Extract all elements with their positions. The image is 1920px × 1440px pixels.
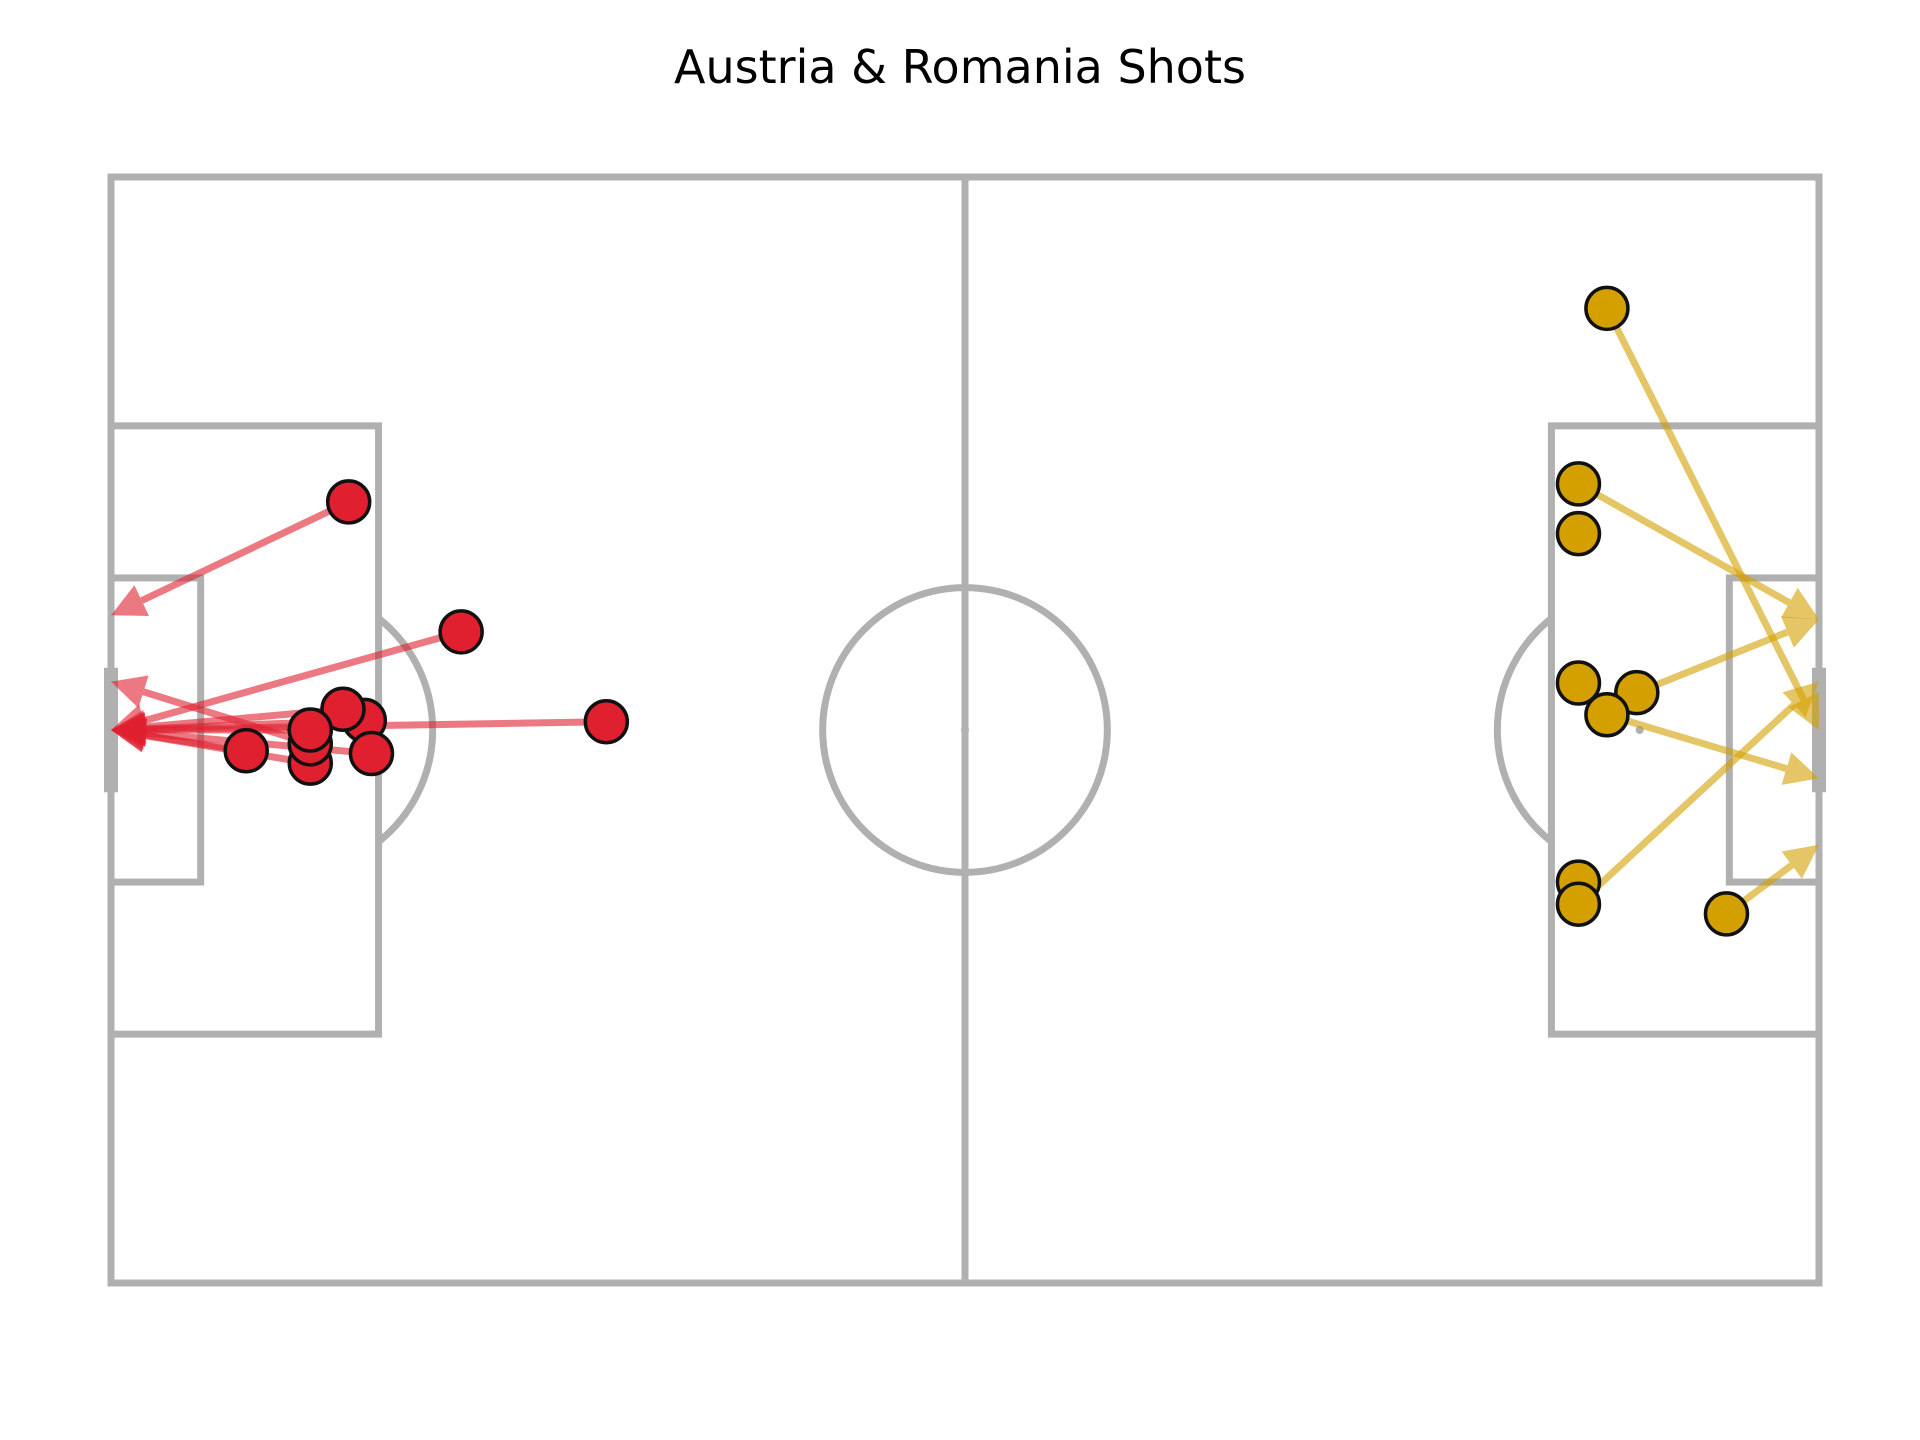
shot-arrows <box>111 306 1819 917</box>
chart-title: Austria & Romania Shots <box>674 40 1246 94</box>
shot-arrow-left-9-head <box>111 585 150 616</box>
shot-arrow-right-1-head <box>1781 587 1819 620</box>
shot-marker-left-9 <box>325 479 372 525</box>
shot-marker-right-1 <box>1555 461 1602 507</box>
shot-marker-right-0 <box>1584 285 1630 332</box>
shot-marker-left-2 <box>223 727 269 774</box>
shot-arrow-left-4-line <box>142 688 312 748</box>
shot-arrow-left-4-head <box>111 675 149 708</box>
shot-arrow-left-8-head <box>111 704 149 738</box>
shot-marker-left-7 <box>583 698 630 745</box>
shot-arrow-right-7-head <box>1782 681 1819 718</box>
shot-arrow-right-5-line <box>1605 711 1788 772</box>
shot-layer <box>111 285 1819 937</box>
shot-marker-right-3 <box>1555 660 1602 706</box>
right-penalty-arc <box>1493 615 1554 845</box>
shot-marker-left-1 <box>320 686 366 733</box>
shot-marker-left-6 <box>348 730 395 777</box>
shot-arrow-left-9-line <box>140 498 351 604</box>
shot-arrow-right-8-head <box>1781 844 1819 879</box>
shot-arrow-right-1-line <box>1576 480 1792 606</box>
shot-marker-right-5 <box>1584 692 1630 738</box>
shot-marker-left-8 <box>438 609 484 655</box>
shot-arrow-left-8-line <box>142 628 463 725</box>
shot-marker-right-7 <box>1555 881 1602 927</box>
shot-arrow-right-0-line <box>1603 306 1807 702</box>
left-penalty-arc <box>376 615 437 845</box>
centre-spot <box>961 726 969 734</box>
shot-marker-left-5 <box>287 707 334 753</box>
shot-arrow-right-7-line <box>1576 702 1797 907</box>
shot-arrow-right-4-head <box>1781 616 1819 648</box>
shot-arrow-right-5-head <box>1781 752 1819 785</box>
shot-marker-right-8 <box>1703 891 1750 937</box>
shot-marker-right-2 <box>1555 510 1602 557</box>
centre-circle <box>819 584 1111 876</box>
shot-markers <box>223 285 1750 937</box>
shot-arrow-right-4-line <box>1635 628 1789 696</box>
